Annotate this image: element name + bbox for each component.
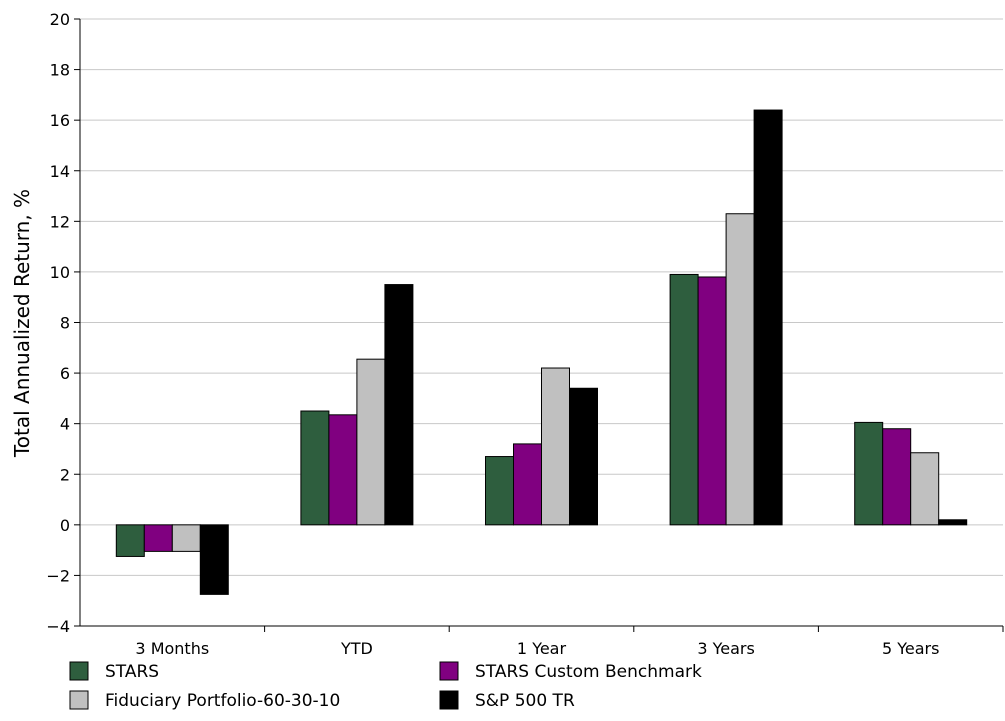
legend: STARS STARS Custom Benchmark Fiduciary Por… — [69, 661, 702, 711]
y-tick-label: 14 — [50, 162, 70, 181]
y-axis-title: Total Annualized Return, % — [10, 189, 34, 458]
bar-fiduciary-portfolio-60-30-10-5-years — [910, 452, 940, 526]
y-tick-label: 4 — [60, 415, 70, 434]
bar-stars-custom-benchmark-5-years — [882, 428, 912, 526]
y-tick-label: 6 — [60, 364, 70, 383]
bar-s-p-500-tr-5-years — [938, 519, 968, 526]
y-tick-label: 18 — [50, 61, 70, 80]
y-tick-label: 20 — [50, 10, 70, 29]
bar-fiduciary-portfolio-60-30-10-1-year — [541, 367, 570, 526]
bar-s-p-500-tr-3-months — [199, 524, 229, 595]
bar-stars-custom-benchmark-1-year — [513, 443, 542, 526]
legend-item: STARS — [69, 661, 159, 682]
x-tick-label: 1 Year — [517, 639, 567, 658]
y-tick-label: −2 — [46, 566, 70, 585]
y-tick-label: 8 — [60, 314, 70, 333]
legend-swatch — [439, 690, 459, 710]
y-tick-label: 2 — [60, 465, 70, 484]
x-tick-labels: 3 Months YTD 1 Year 3 Years 5 Years — [135, 639, 939, 658]
bar-stars-3-years — [669, 273, 699, 526]
axes — [74, 18, 1004, 632]
bar-stars-5-years — [854, 421, 884, 526]
bar-s-p-500-tr-1-year — [569, 387, 598, 526]
bar-stars-1-year — [485, 456, 514, 526]
bar-stars-custom-benchmark-ytd — [328, 414, 358, 526]
legend-label: S&P 500 TR — [475, 691, 575, 711]
legend-label: STARS — [105, 662, 159, 682]
x-tick-label: 5 Years — [882, 639, 939, 658]
bar-s-p-500-tr-ytd — [384, 284, 414, 526]
y-tick-labels: −4 −2 0 2 4 6 8 10 12 14 16 18 20 — [46, 10, 70, 636]
bar-stars-3-months — [115, 524, 145, 557]
legend-swatch — [69, 661, 89, 681]
x-tick-label: 3 Years — [697, 639, 754, 658]
legend-item: STARS Custom Benchmark — [439, 661, 702, 682]
bar-stars-ytd — [300, 410, 330, 526]
legend-label: STARS Custom Benchmark — [475, 662, 702, 682]
bar-stars-custom-benchmark-3-years — [697, 276, 727, 526]
y-tick-label: 10 — [50, 263, 70, 282]
bar-s-p-500-tr-3-years — [753, 109, 783, 526]
y-tick-label: −4 — [46, 617, 70, 636]
bars — [115, 109, 968, 595]
bar-fiduciary-portfolio-60-30-10-ytd — [356, 358, 386, 526]
legend-swatch — [69, 690, 89, 710]
y-tick-label: 0 — [60, 516, 70, 535]
y-tick-label: 12 — [50, 212, 70, 231]
legend-item: S&P 500 TR — [439, 690, 575, 711]
legend-swatch — [439, 661, 459, 681]
x-tick-label: 3 Months — [135, 639, 209, 658]
bar-fiduciary-portfolio-60-30-10-3-years — [725, 213, 755, 526]
x-tick-label: YTD — [340, 639, 373, 658]
bar-stars-custom-benchmark-3-months — [143, 524, 173, 552]
legend-item: Fiduciary Portfolio-60-30-10 — [69, 690, 340, 711]
legend-label: Fiduciary Portfolio-60-30-10 — [105, 691, 340, 711]
y-tick-label: 16 — [50, 111, 70, 130]
bar-fiduciary-portfolio-60-30-10-3-months — [171, 524, 201, 552]
